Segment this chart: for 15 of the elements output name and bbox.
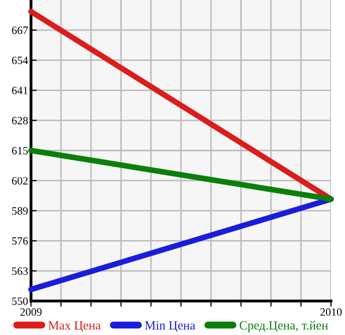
y-tick-label: 615	[12, 146, 28, 154]
y-tick-label: 563	[12, 267, 28, 275]
y-tick-label: 576	[12, 237, 28, 245]
x-tick-label: 2010	[320, 308, 342, 316]
legend-label: Min Цена	[144, 321, 196, 332]
legend-label: Сред.Цена, т.йен	[240, 320, 328, 332]
legend-label: Max Цена	[48, 321, 101, 332]
y-tick-label: 641	[12, 86, 28, 94]
y-tick-label: 550	[12, 297, 28, 305]
y-tick-label: 654	[12, 56, 28, 64]
y-tick-label: 589	[12, 207, 28, 215]
y-tick-label: 667	[12, 26, 28, 34]
y-tick-label: 628	[12, 116, 28, 124]
x-tick-label: 2009	[20, 308, 42, 316]
y-tick-label: 602	[12, 177, 28, 185]
